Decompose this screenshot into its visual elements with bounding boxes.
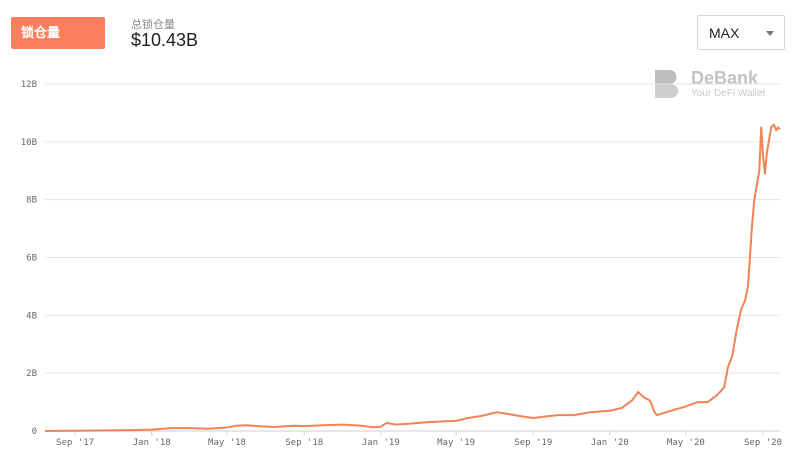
y-tick-label: 0: [32, 427, 37, 437]
y-tick-label: 4B: [26, 311, 37, 321]
x-tick-label: Sep '19: [514, 438, 552, 448]
y-tick-label: 12B: [21, 80, 37, 90]
x-axis-ticks: Sep '17 Jan '18 May '18 Sep '18 Jan '19 May '…: [56, 431, 782, 448]
y-tick-label: 8B: [26, 196, 37, 206]
debank-logo-icon: [655, 70, 679, 98]
x-tick-label: May '20: [667, 438, 705, 448]
x-tick-label: May '19: [437, 438, 475, 448]
total-tvl-value: $10.43B: [131, 30, 199, 50]
chevron-down-icon: [766, 31, 774, 36]
x-tick-label: Jan '18: [133, 438, 171, 448]
chart-series: [44, 123, 781, 432]
watermark-name: DeBank: [691, 68, 759, 88]
debank-watermark: DeBank Your DeFi Wallet: [653, 68, 773, 102]
x-tick-label: Jan '20: [591, 438, 629, 448]
x-tick-label: Sep '17: [56, 438, 94, 448]
y-axis-ticks: 0 2B 4B 6B 8B 10B 12B: [21, 80, 37, 437]
y-tick-label: 10B: [21, 138, 37, 148]
chart-grid: [45, 83, 780, 432]
y-tick-label: 6B: [26, 254, 37, 264]
tvl-tab-button[interactable]: 锁仓量: [11, 17, 105, 49]
time-range-value: MAX: [709, 25, 740, 41]
tvl-series-line: [44, 123, 781, 432]
watermark-tagline: Your DeFi Wallet: [691, 88, 766, 99]
x-tick-label: May '18: [208, 438, 246, 448]
x-tick-label: Sep '20: [744, 438, 782, 448]
x-tick-label: Sep '18: [285, 438, 323, 448]
y-tick-label: 2B: [26, 369, 37, 379]
time-range-select[interactable]: MAX: [697, 15, 785, 50]
total-tvl-label: 总锁仓量: [131, 19, 175, 31]
x-tick-label: Jan '19: [362, 438, 400, 448]
